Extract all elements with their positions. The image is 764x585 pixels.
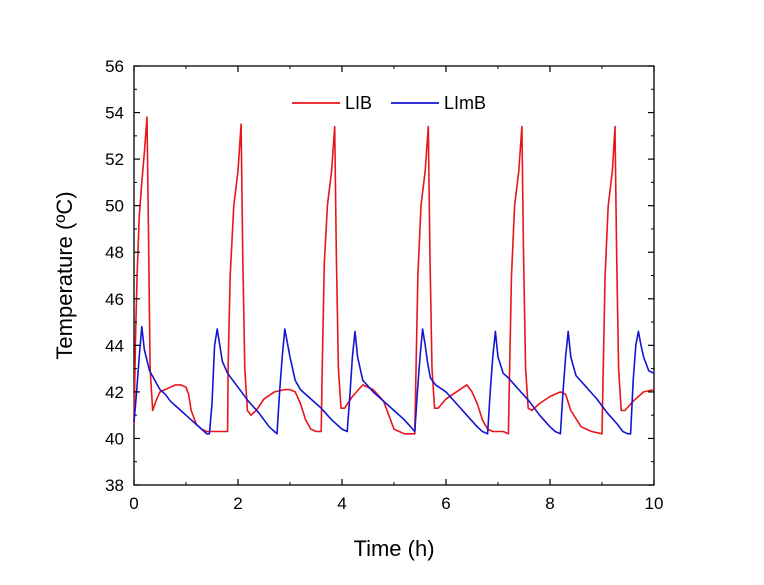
y-tick-label: 56 (105, 57, 124, 76)
x-axis-ticks: 0 2 4 6 8 10 (129, 66, 663, 513)
x-tick-label: 0 (129, 494, 138, 513)
y-tick-label: 46 (105, 290, 124, 309)
x-axis-title: Time (h) (353, 536, 434, 561)
x-tick-label: 2 (233, 494, 242, 513)
x-tick-label: 10 (645, 494, 664, 513)
y-axis-title: Temperature (ºC) (52, 191, 77, 359)
series-layer (133, 116, 655, 435)
y-tick-label: 52 (105, 150, 124, 169)
legend-label-lib: LIB (345, 93, 372, 113)
y-tick-label: 54 (105, 104, 124, 123)
series-line-limb (133, 325, 655, 435)
plot-frame (133, 65, 655, 486)
x-tick-label: 8 (545, 494, 554, 513)
y-tick-label: 48 (105, 243, 124, 262)
legend: LIB LImB (292, 93, 486, 113)
y-tick-label: 50 (105, 197, 124, 216)
y-tick-label: 38 (105, 476, 124, 495)
y-tick-label: 40 (105, 429, 124, 448)
x-tick-label: 4 (337, 494, 346, 513)
x-tick-label: 6 (441, 494, 450, 513)
y-axis-ticks: 38 40 42 44 46 48 50 52 54 56 (105, 57, 654, 495)
y-tick-label: 42 (105, 383, 124, 402)
y-tick-label: 44 (105, 336, 124, 355)
legend-label-limb: LImB (444, 93, 486, 113)
